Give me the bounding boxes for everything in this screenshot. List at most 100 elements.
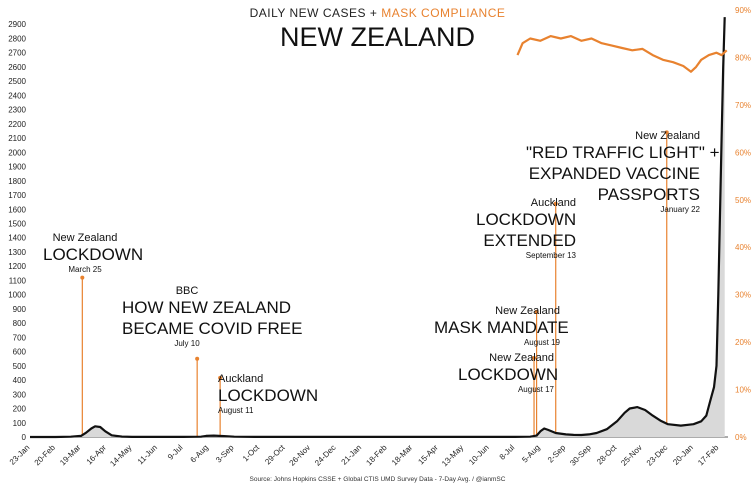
annotation-dot xyxy=(195,356,200,361)
y-tick-right: 60% xyxy=(735,148,751,157)
y-tick-left: 2100 xyxy=(8,134,26,143)
annotation-headline-2: EXTENDED xyxy=(483,231,576,250)
y-tick-left: 900 xyxy=(13,305,27,314)
annotation-date: September 13 xyxy=(525,251,576,260)
annotation-headline: MASK MANDATE xyxy=(434,318,569,337)
y-tick-left: 100 xyxy=(13,419,27,428)
y-tick-right: 0% xyxy=(735,433,747,442)
x-tick: 24-Dec xyxy=(313,443,338,468)
annotation-pre: Auckland xyxy=(530,197,576,209)
cases-area xyxy=(30,17,725,437)
y-tick-left: 1000 xyxy=(8,291,26,300)
x-tick: 20-Feb xyxy=(33,443,58,468)
annotation-dot xyxy=(664,130,669,135)
x-tick: 11-Jun xyxy=(136,443,159,466)
y-tick-left: 500 xyxy=(13,362,27,371)
y-tick-right: 40% xyxy=(735,243,751,252)
annotation-dot xyxy=(553,201,558,206)
x-tick: 16-Apr xyxy=(85,443,109,467)
y-tick-left: 1800 xyxy=(8,177,26,186)
mask-compliance-line xyxy=(516,35,728,73)
y-tick-left: 1100 xyxy=(9,276,27,285)
x-tick: 17-Feb xyxy=(696,443,721,468)
title-mask-text: MASK COMPLIANCE xyxy=(381,6,506,20)
annotation-pre: New Zealand xyxy=(489,352,554,364)
x-tick: 15-Apr xyxy=(416,443,440,467)
x-tick: 8-Jul xyxy=(498,443,517,462)
annotation-headline: LOCKDOWN xyxy=(458,365,559,384)
y-tick-left: 200 xyxy=(13,405,27,414)
x-tick: 23-Dec xyxy=(645,443,670,468)
y-tick-left: 2200 xyxy=(8,120,26,129)
annotation-march-25: New Zealand LOCKDOWN March 25 xyxy=(43,232,144,274)
x-tick: 29-Oct xyxy=(263,443,287,467)
x-tick: 26-Nov xyxy=(288,443,313,468)
y-tick-left: 1700 xyxy=(8,191,26,200)
annotation-date: March 25 xyxy=(68,265,102,274)
y-tick-left: 800 xyxy=(13,319,27,328)
y-tick-left: 2300 xyxy=(8,106,26,115)
y-tick-left: 2600 xyxy=(8,63,26,72)
x-tick: 28-Oct xyxy=(595,443,619,467)
x-tick: 30-Sep xyxy=(568,443,593,468)
y-tick-left: 1900 xyxy=(8,163,26,172)
annotation-august-11: Auckland LOCKDOWN August 11 xyxy=(218,374,318,415)
annotation-pre: New Zealand xyxy=(495,305,560,317)
x-tick: 1-Oct xyxy=(241,443,262,464)
y-tick-left: 1600 xyxy=(8,205,26,214)
annotation-pre: New Zealand xyxy=(52,232,118,244)
x-tick: 10-Jun xyxy=(467,443,491,467)
annotation-july-10: BBC HOW NEW ZEALAND BECAME COVID FREE Ju… xyxy=(122,285,303,348)
annotation-dot xyxy=(80,275,85,280)
y-tick-left: 0 xyxy=(22,433,27,442)
x-tick: 19-Mar xyxy=(58,443,83,468)
cases-line xyxy=(30,17,726,439)
y-tick-left: 2000 xyxy=(8,148,26,157)
y-tick-right: 80% xyxy=(735,53,751,62)
annotation-headline: LOCKDOWN xyxy=(43,245,144,264)
x-tick: 9-Jul xyxy=(166,443,185,462)
x-tick: 21-Jan xyxy=(340,443,364,467)
source-note: Source: Johns Hopkins CSSE + Global CTIS… xyxy=(249,476,506,483)
x-tick: 23-Jan xyxy=(8,443,32,467)
y-tick-left: 2400 xyxy=(8,91,26,100)
title-plus-text: + xyxy=(369,6,378,20)
chart-subtitle: NEW ZEALAND xyxy=(279,22,476,52)
annotation-august-17: New Zealand LOCKDOWN August 17 xyxy=(458,352,559,394)
x-tick: 20-Jan xyxy=(671,443,695,467)
y-tick-left: 1500 xyxy=(8,220,26,229)
x-tick: 14-May xyxy=(108,443,133,468)
annotation-headline-2: EXPANDED VACCINE xyxy=(528,164,700,183)
y-tick-left: 2700 xyxy=(8,49,26,58)
annotation-dot xyxy=(532,356,537,361)
y-tick-right: 90% xyxy=(735,6,751,15)
x-tick: 25-Nov xyxy=(619,443,644,468)
x-tick: 18-Mar xyxy=(390,443,415,468)
y-tick-left: 400 xyxy=(13,376,27,385)
annotation-headline-2: BECAME COVID FREE xyxy=(122,319,303,338)
annotation-date: July 10 xyxy=(174,339,200,348)
annotation-date: August 17 xyxy=(517,385,554,394)
annotation-january-22: New Zealand "RED TRAFFIC LIGHT" + EXPAND… xyxy=(526,130,720,214)
y-tick-right: 70% xyxy=(735,101,751,110)
x-tick: 3-Sep xyxy=(214,443,236,465)
annotation-headline-3: PASSPORTS xyxy=(597,185,700,204)
y-tick-left: 600 xyxy=(13,348,27,357)
x-tick: 18-Feb xyxy=(364,443,389,468)
annotation-headline: LOCKDOWN xyxy=(218,386,319,405)
annotation-pre: BBC xyxy=(175,285,199,297)
annotation-august-19: New Zealand MASK MANDATE August 19 xyxy=(434,305,569,347)
y-tick-right: 10% xyxy=(735,386,751,395)
y-tick-right: 30% xyxy=(735,291,751,300)
y-tick-left: 300 xyxy=(13,390,27,399)
annotation-dot xyxy=(534,309,539,314)
y-tick-left: 1400 xyxy=(8,234,26,243)
y-tick-right: 50% xyxy=(735,196,751,205)
y-tick-left: 1300 xyxy=(8,248,26,257)
x-tick: 5-Aug xyxy=(520,443,541,464)
y-tick-left: 2800 xyxy=(8,34,26,43)
y-tick-left: 2900 xyxy=(8,20,26,29)
annotation-pre: New Zealand xyxy=(635,130,700,142)
x-tick: 2-Sep xyxy=(546,443,568,465)
title-cases-text: DAILY NEW CASES xyxy=(249,6,366,20)
